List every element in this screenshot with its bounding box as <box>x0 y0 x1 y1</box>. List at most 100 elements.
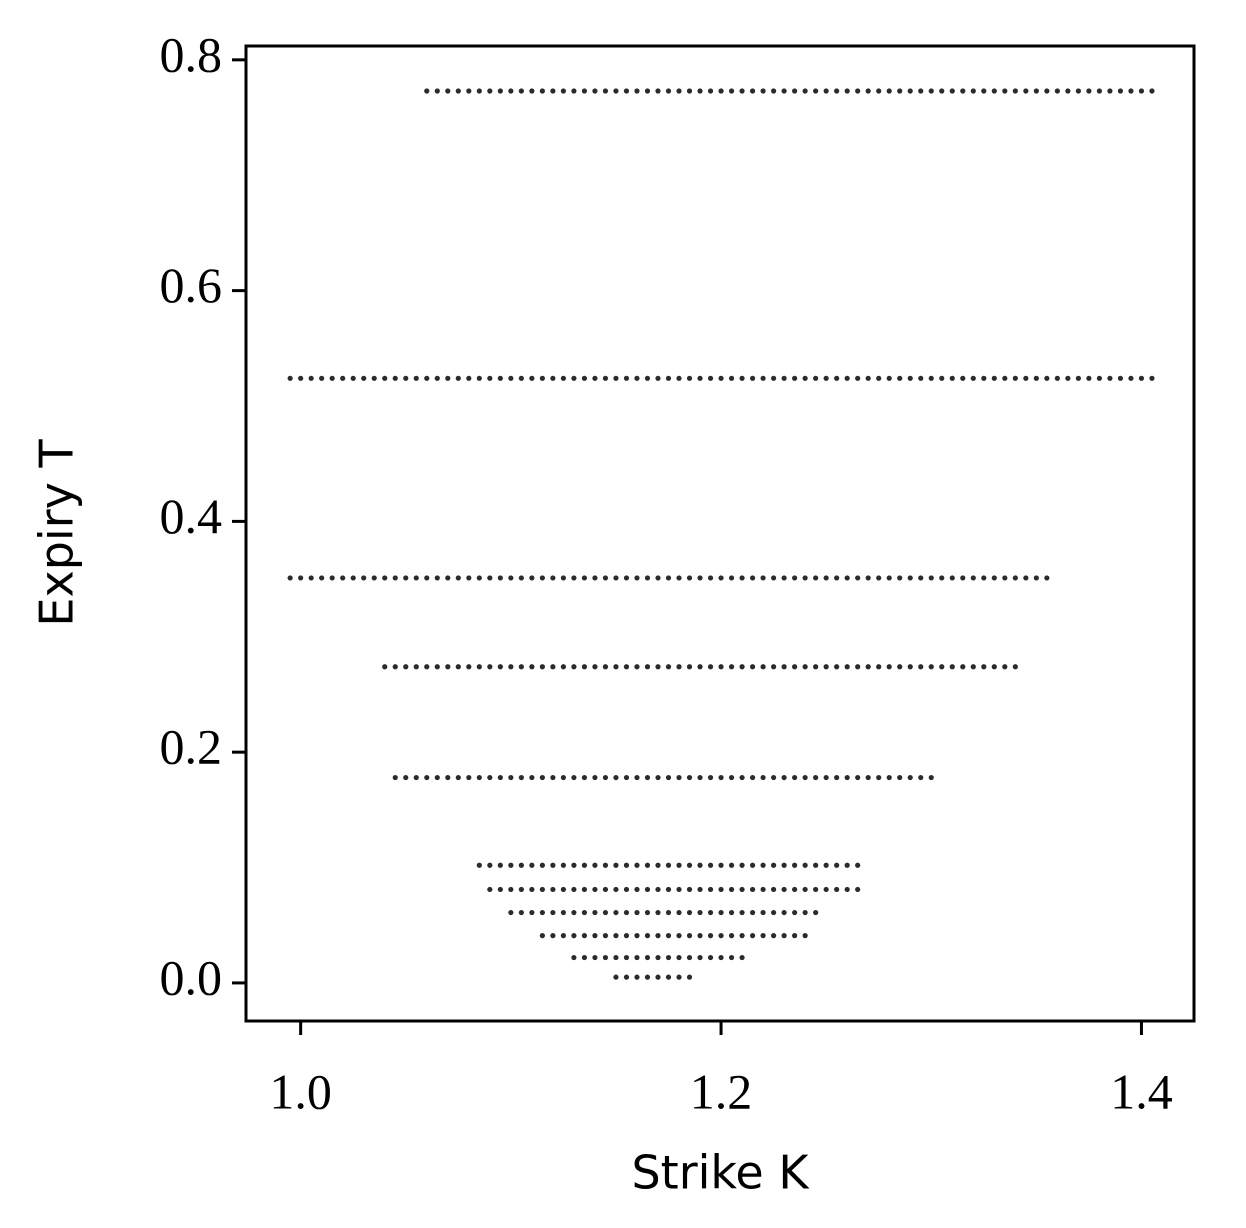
y-tick-label: 0.2 <box>160 719 223 775</box>
point <box>1002 575 1008 581</box>
point <box>760 909 766 916</box>
point <box>1044 88 1050 94</box>
point <box>813 575 819 581</box>
point <box>865 575 871 581</box>
point <box>739 886 745 893</box>
point <box>550 375 556 381</box>
point <box>728 664 735 670</box>
point <box>518 909 524 916</box>
point <box>718 862 724 868</box>
point <box>855 774 861 781</box>
point <box>613 664 619 670</box>
point <box>697 886 703 893</box>
point <box>697 774 703 781</box>
point <box>886 774 892 781</box>
point <box>361 575 367 581</box>
point <box>718 909 724 916</box>
point <box>518 774 524 781</box>
point <box>834 575 840 581</box>
point <box>581 862 588 868</box>
point <box>434 575 440 581</box>
point <box>403 774 409 781</box>
point <box>560 886 567 893</box>
point <box>834 375 840 381</box>
point <box>476 862 482 868</box>
point <box>434 375 440 381</box>
point <box>1054 88 1060 94</box>
point <box>918 375 924 381</box>
point <box>581 88 588 94</box>
point <box>718 375 724 381</box>
point <box>655 774 661 781</box>
point <box>760 886 766 893</box>
point <box>613 954 619 961</box>
point <box>907 575 913 581</box>
point <box>907 664 913 670</box>
point <box>813 774 819 781</box>
point <box>813 862 819 868</box>
point <box>749 774 756 781</box>
point <box>981 575 987 581</box>
point <box>771 575 777 581</box>
point <box>329 375 335 381</box>
point <box>834 774 840 781</box>
point <box>949 575 955 581</box>
point <box>802 862 808 868</box>
point <box>392 575 398 581</box>
point <box>613 886 619 893</box>
point <box>550 862 556 868</box>
point <box>623 954 630 961</box>
point <box>445 575 451 581</box>
point <box>865 88 871 94</box>
point <box>592 886 598 893</box>
point <box>781 375 787 381</box>
point <box>655 909 661 916</box>
point <box>550 88 556 94</box>
point <box>676 886 682 893</box>
point <box>592 664 598 670</box>
point <box>739 954 745 961</box>
point <box>1138 88 1145 94</box>
point <box>413 774 419 781</box>
point <box>424 575 430 581</box>
point <box>613 575 619 581</box>
y-tick-label: 0.8 <box>160 26 223 82</box>
point <box>749 88 756 94</box>
point <box>571 88 577 94</box>
point <box>529 886 535 893</box>
point <box>823 575 829 581</box>
point <box>487 88 493 94</box>
point <box>686 974 693 980</box>
point <box>970 375 976 381</box>
point <box>634 375 640 381</box>
point <box>455 575 461 581</box>
point <box>813 886 819 893</box>
point <box>855 575 861 581</box>
point <box>1023 375 1029 381</box>
point <box>855 664 861 670</box>
point <box>424 664 430 670</box>
point <box>581 909 588 916</box>
point <box>613 774 619 781</box>
point <box>665 933 672 939</box>
point <box>602 375 609 381</box>
point <box>1033 575 1039 581</box>
point <box>560 88 567 94</box>
point <box>508 575 514 581</box>
point <box>739 862 745 868</box>
point <box>644 954 651 961</box>
point <box>749 575 756 581</box>
y-tick-label: 0.0 <box>160 949 223 1005</box>
x-tick-label: 1.2 <box>690 1063 753 1119</box>
point <box>350 375 356 381</box>
point <box>739 575 745 581</box>
point <box>623 909 630 916</box>
point <box>865 375 871 381</box>
point <box>802 909 808 916</box>
point <box>424 375 430 381</box>
point <box>665 862 672 868</box>
point <box>707 886 714 893</box>
point <box>550 933 556 939</box>
point <box>771 933 777 939</box>
point <box>644 375 651 381</box>
